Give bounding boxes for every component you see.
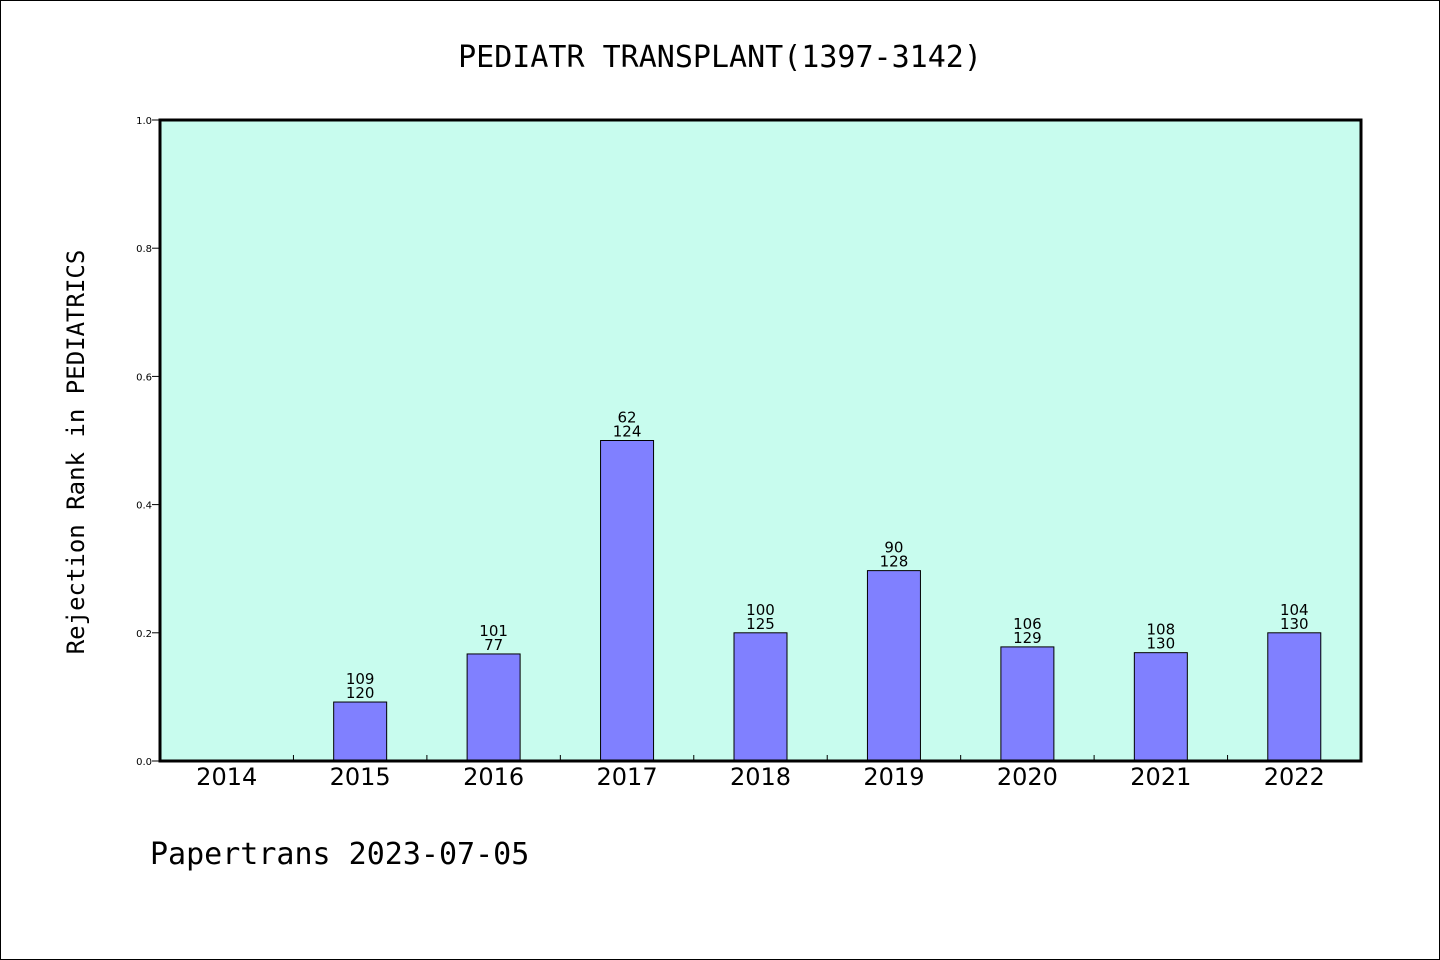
bar-label-top: 106 <box>1013 615 1042 633</box>
bar-label-bottom: 125 <box>746 615 775 633</box>
y-tick-label: 0.2 <box>136 629 152 640</box>
x-tick-label: 2020 <box>997 763 1058 791</box>
x-tick-label: 2018 <box>730 763 791 791</box>
bar-label-bottom: 77 <box>484 636 503 654</box>
bar-label-bottom: 124 <box>613 423 642 441</box>
bar-2017 <box>600 440 655 762</box>
bar-label-top: 101 <box>479 622 508 640</box>
bar-label-top: 108 <box>1147 621 1176 639</box>
y-tick-label: 0.4 <box>136 501 152 512</box>
x-tick-label: 2016 <box>463 763 524 791</box>
y-axis-label: Rejection Rank in PEDIATRICS <box>62 250 90 655</box>
bar-label-bottom: 130 <box>1280 615 1309 633</box>
bar-2019 <box>866 570 921 762</box>
axis-ticks: 0.0 0.2 0.4 0.6 0.8 1.0 2014 2015 2016 2017 2018 20… <box>136 116 1325 791</box>
x-tick-label: 2022 <box>1264 763 1325 791</box>
x-tick-label: 2021 <box>1130 763 1191 791</box>
bar-label-bottom: 128 <box>880 553 909 571</box>
footer-credit: Papertrans 2023-07-05 <box>150 837 529 872</box>
bar-label-top: 90 <box>884 539 903 557</box>
y-tick-label: 1.0 <box>136 116 152 127</box>
y-tick-label: 0.0 <box>136 757 152 768</box>
chart-title: PEDIATR TRANSPLANT(1397-3142) <box>458 40 982 75</box>
bar-label-bottom: 120 <box>346 684 375 702</box>
bar-2021 <box>1133 652 1188 762</box>
bar-label-bottom: 130 <box>1147 635 1176 653</box>
bar-label-top: 100 <box>746 601 775 619</box>
x-tick-label: 2019 <box>863 763 924 791</box>
bar-label-top: 109 <box>346 670 375 688</box>
x-tick-label: 2017 <box>597 763 658 791</box>
bar-2020 <box>1000 646 1055 762</box>
bar-2018 <box>733 632 788 762</box>
y-tick-label: 0.6 <box>136 372 152 383</box>
bar-2016 <box>466 653 521 762</box>
bar-label-bottom: 129 <box>1013 629 1042 647</box>
bar-label-top: 62 <box>618 409 637 427</box>
bar-label-top: 104 <box>1280 601 1309 619</box>
x-tick-label: 2014 <box>196 763 257 791</box>
bar-2015 <box>333 701 388 762</box>
plot-border <box>158 118 1363 763</box>
y-tick-label: 0.8 <box>136 244 152 255</box>
bar-2022 <box>1267 632 1322 762</box>
x-tick-label: 2015 <box>330 763 391 791</box>
